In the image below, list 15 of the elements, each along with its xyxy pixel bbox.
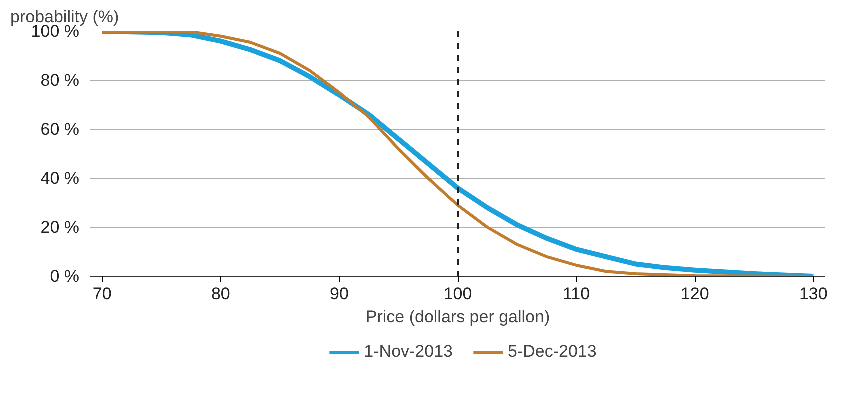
y-tick-label: 80 %	[40, 71, 80, 90]
y-tick-label: 60 %	[40, 120, 80, 139]
legend-label: 5-Dec-2013	[508, 342, 597, 362]
x-axis-title: Price (dollars per gallon)	[366, 308, 550, 326]
y-tick-label: 20 %	[40, 218, 80, 237]
legend-label: 1-Nov-2013	[364, 342, 453, 362]
x-tick-label: 80	[211, 284, 230, 304]
y-tick-label: 40 %	[40, 169, 80, 188]
y-tick-label: 0 %	[50, 267, 80, 286]
x-tick-label: 100	[444, 284, 472, 304]
x-tick-label: 90	[330, 284, 349, 304]
x-tick-label: 70	[92, 284, 112, 304]
x-tick-label: 110	[562, 284, 590, 304]
x-tick-label: 120	[680, 284, 710, 304]
x-tick-label: 130	[799, 284, 828, 304]
